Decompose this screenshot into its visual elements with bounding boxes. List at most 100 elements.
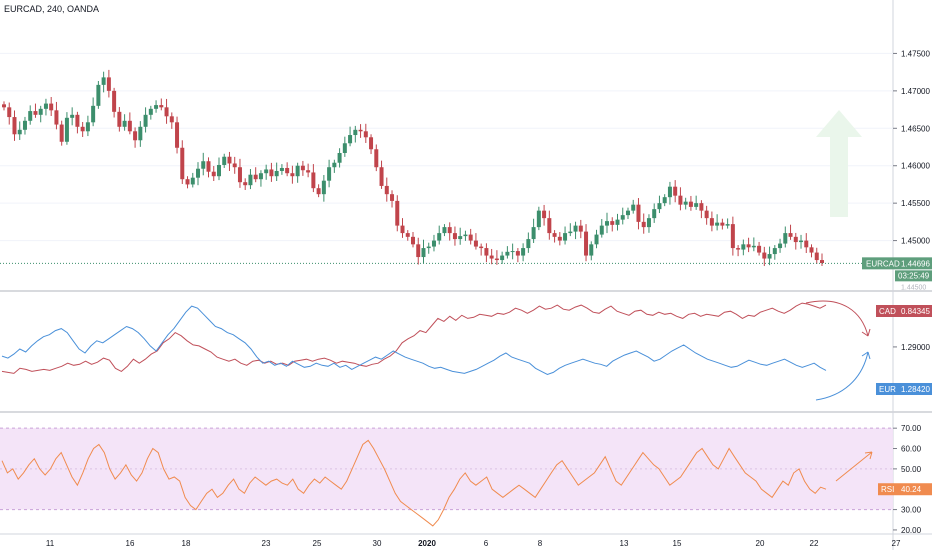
candle-body	[54, 110, 59, 125]
candle-body	[715, 222, 720, 226]
candle-body	[610, 221, 615, 225]
candle-body	[175, 122, 180, 148]
rsi-badge	[878, 483, 932, 496]
candle-body	[201, 161, 206, 169]
chart-title: EURCAD, 240, OANDA	[4, 4, 100, 14]
candle-body	[133, 131, 138, 141]
candle-body	[363, 131, 368, 138]
y-tick-label: 60.00	[901, 445, 922, 454]
candle-body	[348, 135, 353, 144]
candle-body	[196, 168, 201, 178]
candle-body	[479, 246, 484, 249]
y-tick-label: 1.46500	[901, 124, 930, 133]
candle-body	[33, 111, 38, 115]
candle-body	[64, 117, 69, 142]
candle-body	[694, 203, 699, 207]
last-price-symbol: EURCAD	[866, 259, 900, 268]
candle-body	[678, 195, 683, 205]
candle-body	[458, 236, 463, 240]
candle-body	[38, 108, 43, 115]
candle-body	[337, 152, 342, 163]
candle-body	[542, 210, 547, 219]
candle-body	[431, 240, 436, 247]
candle-body	[295, 165, 300, 177]
y-tick-label: 1.45000	[901, 237, 930, 246]
candle-body	[605, 221, 610, 226]
candle-body	[699, 203, 704, 211]
candle-body	[358, 129, 363, 132]
candle-body	[264, 169, 269, 174]
candle-body	[43, 103, 48, 109]
candle-body	[411, 236, 415, 245]
rsi-badge-name: RSI	[881, 485, 894, 494]
candle-body	[536, 210, 541, 228]
candle-body	[757, 245, 762, 253]
candle-body	[159, 105, 164, 108]
y-tick-label: 1.45500	[901, 199, 930, 208]
candle-body	[778, 243, 783, 249]
series-badge-name: CAD	[879, 307, 896, 316]
candle-body	[206, 161, 211, 172]
up-arrow-drawing	[816, 110, 862, 217]
candle-body	[814, 252, 819, 261]
candle-body	[316, 188, 321, 195]
candle-body	[416, 244, 421, 258]
y-tick-label: 1.29000	[901, 343, 930, 352]
candle-body	[237, 167, 242, 183]
candle-body	[772, 248, 777, 255]
last-price-value: 1.44696	[901, 259, 930, 268]
candle-body	[70, 114, 75, 118]
candle-body	[80, 126, 85, 132]
candle-body	[190, 177, 195, 185]
candle-body	[820, 260, 824, 264]
last-price-badge	[862, 257, 932, 270]
candle-body	[531, 227, 536, 240]
candle-body	[746, 244, 751, 248]
candle-body	[216, 164, 221, 177]
candle-body	[91, 105, 96, 123]
candle-body	[526, 239, 531, 249]
candle-body	[683, 201, 688, 205]
candle-body	[736, 248, 741, 250]
y-tick-label: 1.46000	[901, 162, 930, 171]
series-line-eur	[1, 305, 827, 376]
candle-body	[510, 251, 515, 253]
candle-body	[117, 111, 122, 127]
candle-body	[421, 248, 426, 258]
candle-body	[783, 233, 788, 244]
candle-body	[447, 227, 452, 234]
hidden-tick-label: 1.44500	[901, 284, 926, 291]
candle-body	[327, 167, 332, 181]
candle-body	[563, 233, 568, 241]
x-tick-label: 30	[373, 539, 382, 548]
candle-body	[400, 225, 405, 234]
candle-body	[12, 117, 17, 135]
candle-body	[762, 252, 767, 259]
candle-body	[463, 234, 468, 237]
candle-body	[515, 251, 520, 256]
x-tick-label: 22	[810, 539, 819, 548]
curved-arrow-drawing	[805, 300, 869, 337]
candle-body	[500, 255, 505, 261]
x-tick-label: 8	[538, 539, 543, 548]
x-tick-label: 6	[484, 539, 489, 548]
candle-body	[578, 225, 583, 232]
candle-body	[127, 120, 132, 132]
candle-body	[652, 209, 657, 219]
curved-arrow-drawing	[815, 351, 869, 401]
rsi-arrow-drawing	[835, 451, 873, 482]
candle-body	[636, 204, 641, 222]
candle-body	[688, 201, 693, 207]
candle-body	[211, 171, 216, 177]
candle-body	[505, 251, 510, 256]
candle-body	[353, 129, 358, 136]
candle-body	[2, 104, 6, 108]
candle-body	[673, 186, 678, 196]
candle-body	[809, 247, 814, 253]
candle-body	[59, 124, 64, 142]
candle-body	[253, 174, 258, 180]
candle-body	[22, 120, 27, 130]
candle-body	[709, 218, 714, 226]
y-tick-label: 70.00	[901, 424, 922, 433]
